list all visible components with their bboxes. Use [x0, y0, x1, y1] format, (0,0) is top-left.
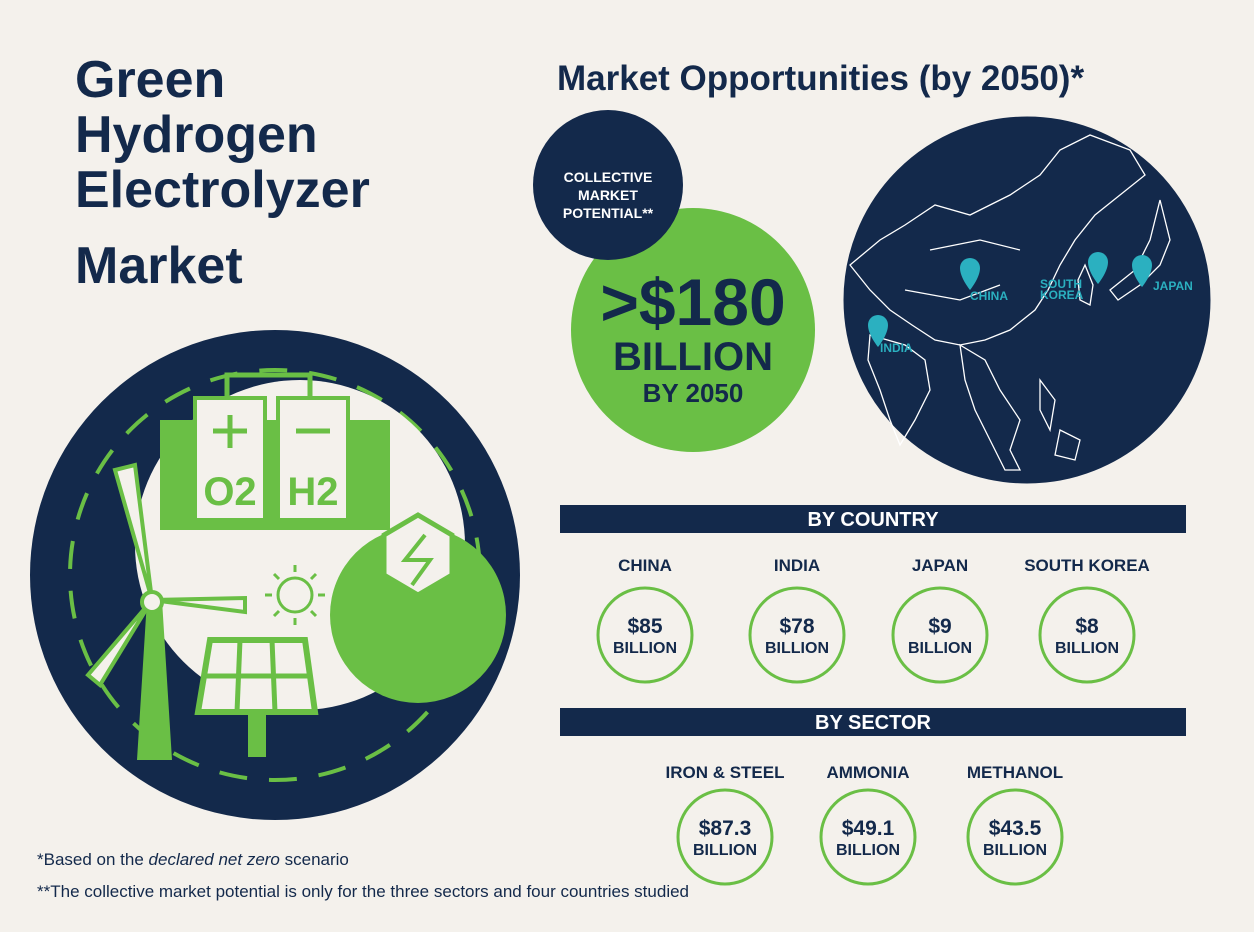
- item-name: CHINA: [618, 556, 672, 575]
- total-circle: [571, 208, 815, 452]
- item-circle: [1038, 586, 1136, 684]
- item-circle: [966, 788, 1064, 886]
- item-amount: $78: [779, 615, 814, 638]
- item-name: SOUTH KOREA: [1024, 556, 1150, 575]
- section-header: BY COUNTRY: [807, 509, 939, 531]
- item-name: AMMONIA: [826, 763, 909, 782]
- item-amount: $85: [627, 615, 662, 638]
- item-name: METHANOL: [967, 763, 1063, 782]
- item-amount: $8: [1075, 615, 1099, 638]
- item-unit: BILLION: [836, 842, 900, 859]
- badge-line: POTENTIAL**: [563, 205, 654, 221]
- badge-line: MARKET: [578, 187, 638, 203]
- map: [840, 113, 1214, 487]
- badge-line: COLLECTIVE: [564, 169, 653, 185]
- map-label: KOREA: [1040, 288, 1084, 302]
- heading: Market Opportunities (by 2050)*: [557, 59, 1084, 98]
- section-bar: [560, 505, 1186, 533]
- section-bar: [560, 708, 1186, 736]
- total-unit: BILLION: [613, 335, 773, 379]
- item-circle: [819, 788, 917, 886]
- illustration: O2 H2: [30, 330, 520, 820]
- footnote-text: scenario: [279, 850, 349, 869]
- item-unit: BILLION: [908, 640, 972, 657]
- item-unit: BILLION: [1055, 640, 1119, 657]
- item-unit: BILLION: [613, 640, 677, 657]
- item-name: JAPAN: [912, 556, 968, 575]
- item-amount: $43.5: [989, 817, 1042, 840]
- title-line: Hydrogen: [75, 106, 318, 164]
- item-unit: BILLION: [765, 640, 829, 657]
- map-label: CHINA: [970, 289, 1008, 303]
- item-amount: $9: [928, 615, 951, 638]
- item-name: INDIA: [774, 556, 820, 575]
- item-unit: BILLION: [983, 842, 1047, 859]
- map-label: JAPAN: [1153, 279, 1193, 293]
- title-line: Market: [75, 237, 243, 295]
- title-line: Green: [75, 51, 225, 109]
- item-circle: [596, 586, 694, 684]
- item-circle: [676, 788, 774, 886]
- badge-circle: [533, 110, 683, 260]
- item-name: IRON & STEEL: [665, 763, 784, 782]
- item-unit: BILLION: [693, 842, 757, 859]
- total-amount: >$180: [600, 265, 785, 339]
- total-year: BY 2050: [643, 378, 744, 408]
- hydrogen-label: H2: [287, 470, 338, 514]
- map-label: SOUTH: [1040, 277, 1082, 291]
- title-line: Electrolyzer: [75, 161, 370, 219]
- footnote: **The collective market potential is onl…: [37, 882, 689, 902]
- item-amount: $87.3: [699, 817, 752, 840]
- oxygen-label: O2: [203, 470, 256, 514]
- footnote-italic: declared net zero: [148, 850, 280, 869]
- footnote: *Based on the declared net zero scenario: [37, 850, 349, 870]
- item-circle: [748, 586, 846, 684]
- map-label: INDIA: [880, 341, 913, 355]
- item-circle: [891, 586, 989, 684]
- footnote-text: **The collective market potential is onl…: [37, 882, 690, 901]
- item-amount: $49.1: [842, 817, 895, 840]
- map-pins: [868, 252, 1152, 347]
- footnote-text: *Based on the: [37, 850, 149, 869]
- section-header: BY SECTOR: [815, 712, 932, 734]
